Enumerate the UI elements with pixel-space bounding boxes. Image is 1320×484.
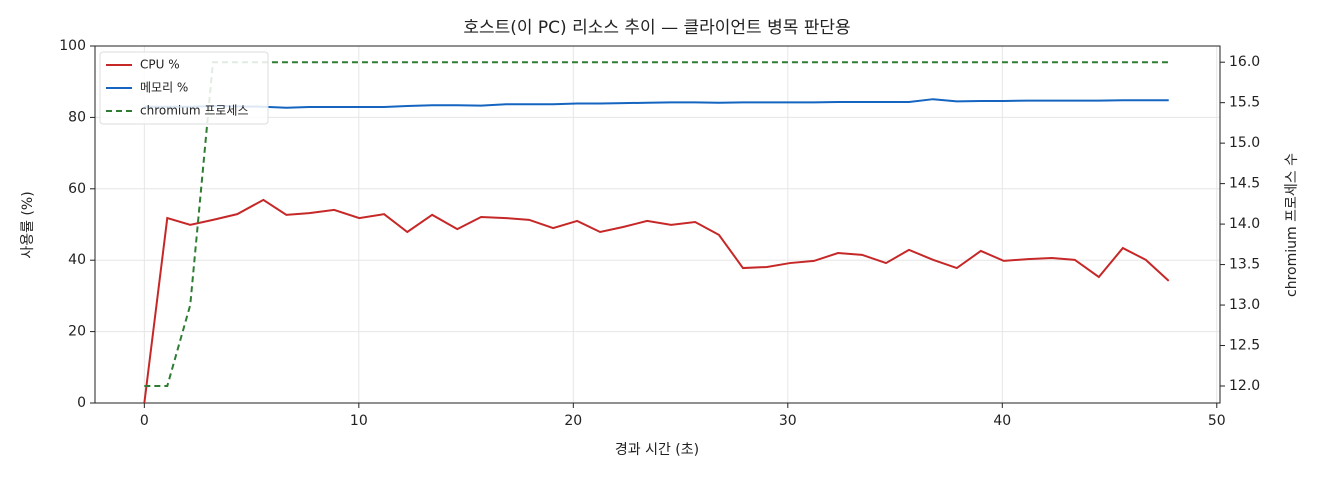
y-tick-label: 60 — [68, 181, 86, 197]
y2-axis-label: chromium 프로세스 수 — [1284, 153, 1300, 297]
x-tick-label: 20 — [564, 413, 582, 429]
y-tick-label: 80 — [68, 109, 86, 125]
x-tick-label: 40 — [993, 413, 1011, 429]
y-axis-label: 사용률 (%) — [20, 191, 36, 258]
x-axis-label: 경과 시간 (초) — [615, 442, 699, 458]
y-tick-label: 100 — [59, 38, 86, 54]
x-tick-label: 10 — [350, 413, 368, 429]
legend-label: CPU % — [140, 58, 180, 72]
plot-frame — [94, 45, 1221, 404]
x-tick-label: 50 — [1208, 413, 1226, 429]
x-tick-label: 30 — [779, 413, 797, 429]
x-tick-label: 0 — [140, 413, 149, 429]
y2-tick-label: 12.0 — [1229, 378, 1260, 394]
series-line — [143, 198, 1170, 404]
legend-label: chromium 프로세스 — [140, 104, 249, 118]
series-line — [144, 61, 1169, 387]
y2-tick-label: 15.0 — [1229, 135, 1260, 151]
y2-tick-label: 14.5 — [1229, 176, 1260, 192]
y2-tick-label: 16.0 — [1229, 54, 1260, 70]
y2-tick-label: 12.5 — [1229, 338, 1260, 354]
chart-title: 호스트(이 PC) 리소스 추이 — 클라이언트 병목 판단용 — [463, 18, 850, 38]
y-tick-label: 40 — [68, 252, 86, 268]
y2-tick-label: 14.0 — [1229, 216, 1260, 232]
y-tick-label: 0 — [77, 395, 86, 411]
y2-tick-label: 13.0 — [1229, 297, 1260, 313]
legend-label: 메모리 % — [140, 81, 188, 95]
series-line — [144, 98, 1169, 109]
y2-tick-label: 13.5 — [1229, 257, 1260, 273]
y-tick-label: 20 — [68, 324, 86, 340]
y2-tick-label: 15.5 — [1229, 95, 1260, 111]
legend-box — [99, 51, 269, 125]
